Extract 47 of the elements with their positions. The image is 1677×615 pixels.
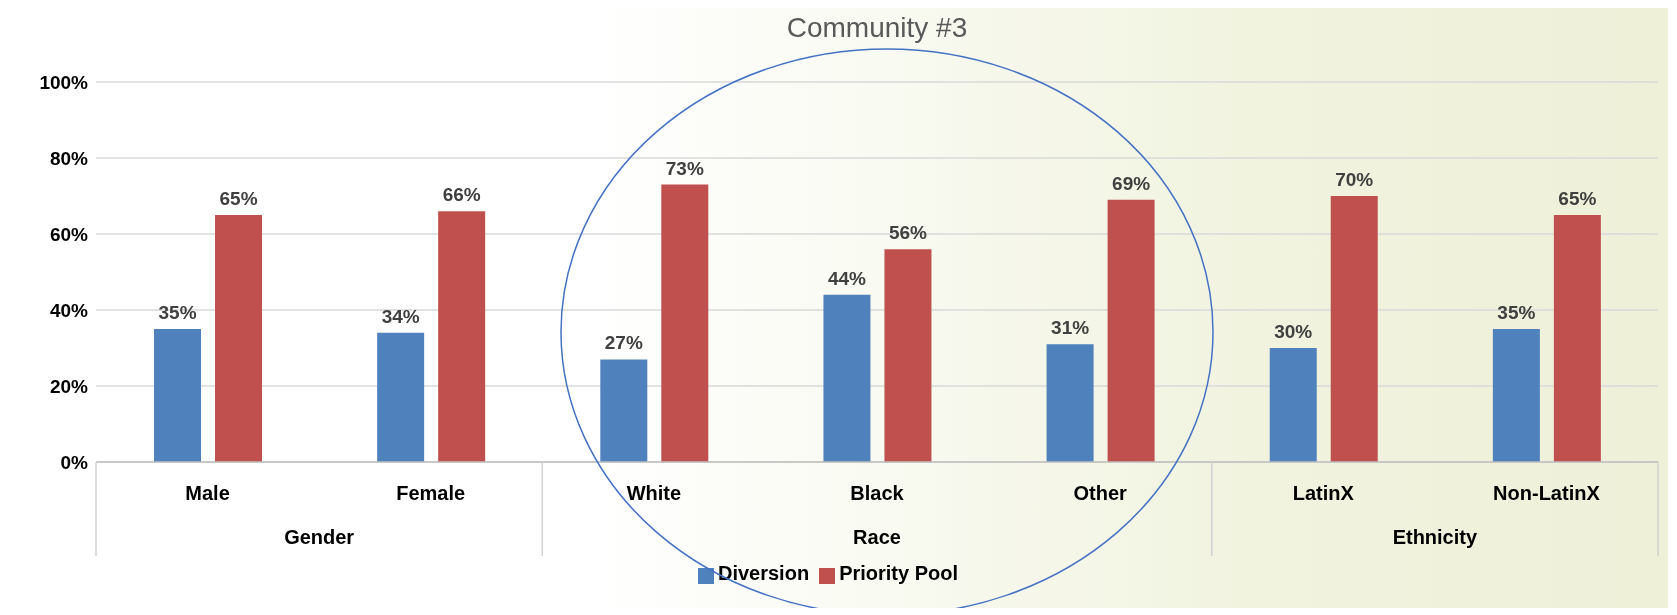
bar xyxy=(1269,348,1317,462)
x-tick-label: Other xyxy=(1073,482,1128,504)
x-tick-label: LatinX xyxy=(1292,482,1355,504)
y-tick-label: 60% xyxy=(49,223,89,245)
bar xyxy=(1553,215,1601,462)
data-label: 56% xyxy=(888,222,928,244)
x-tick-label: Male xyxy=(185,482,230,504)
bar xyxy=(600,359,648,462)
x-tick-label: Female xyxy=(396,482,466,504)
bar xyxy=(884,249,932,462)
x-tick-label: Non-LatinX xyxy=(1493,482,1601,504)
bar xyxy=(1492,329,1540,462)
bar xyxy=(438,211,486,462)
legend-label: Priority Pool xyxy=(839,562,959,584)
data-label: 65% xyxy=(1558,188,1597,209)
bar xyxy=(377,332,425,462)
x-tick-label: Black xyxy=(850,482,905,504)
text: Ethnicity xyxy=(1392,526,1478,548)
data-label: 73% xyxy=(665,157,704,179)
data-label: 30% xyxy=(1274,321,1313,342)
y-tick-label: 0% xyxy=(60,451,89,473)
bar xyxy=(823,294,871,462)
data-label: 70% xyxy=(1335,169,1374,190)
data-label: 66% xyxy=(442,184,481,206)
y-tick-label: 20% xyxy=(49,375,89,397)
bar xyxy=(661,184,709,462)
x-tick-label: White xyxy=(626,482,682,504)
bar xyxy=(1046,344,1094,462)
data-label: 34% xyxy=(381,305,420,327)
data-label: 27% xyxy=(604,332,643,354)
text: Race xyxy=(853,526,901,548)
chart-title: Community #3 xyxy=(785,12,969,44)
y-tick-label: 40% xyxy=(49,299,89,321)
text: Gender xyxy=(284,526,355,548)
legend-label: Diversion xyxy=(717,562,810,584)
data-label: 31% xyxy=(1051,317,1090,339)
y-tick-label: 80% xyxy=(49,147,89,169)
data-label: 35% xyxy=(158,302,197,323)
bar xyxy=(1107,199,1155,462)
data-label: 69% xyxy=(1112,172,1151,194)
bar xyxy=(154,329,202,462)
data-label: 44% xyxy=(827,267,867,289)
y-tick-label: 100% xyxy=(39,71,89,93)
bar xyxy=(215,215,263,462)
data-label: 35% xyxy=(1497,302,1536,323)
bar xyxy=(1330,196,1378,462)
data-label: 65% xyxy=(219,188,258,209)
